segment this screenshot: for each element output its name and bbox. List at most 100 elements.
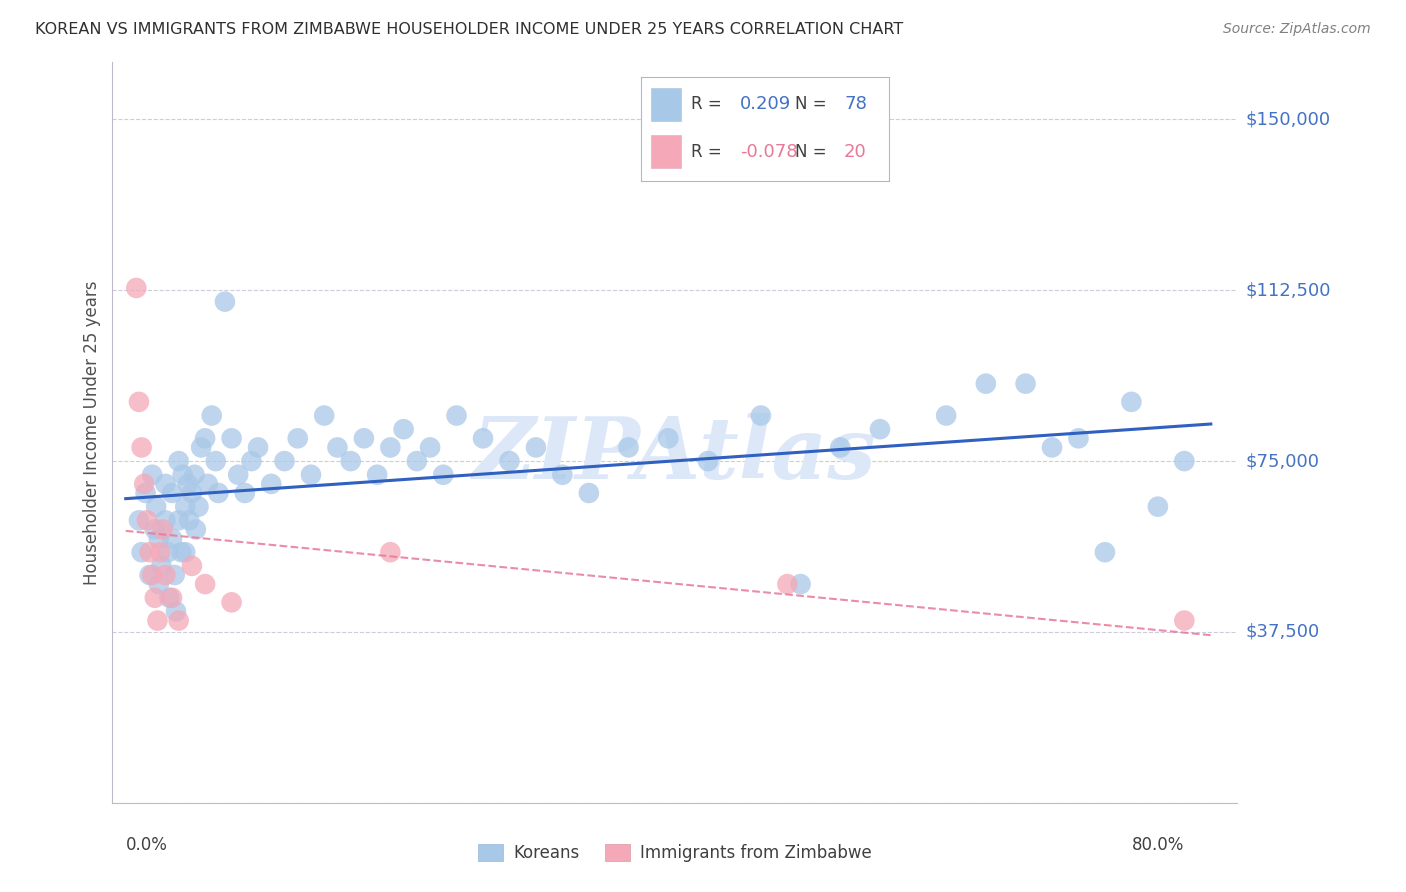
Point xyxy=(197,476,219,491)
Point xyxy=(1173,454,1195,468)
Point xyxy=(174,500,197,514)
Point xyxy=(194,431,217,445)
Point xyxy=(974,376,997,391)
Point xyxy=(180,558,202,573)
Point xyxy=(167,513,190,527)
Point xyxy=(221,595,243,609)
Point xyxy=(141,467,163,482)
Point xyxy=(152,523,174,537)
Point xyxy=(141,568,163,582)
Text: $37,500: $37,500 xyxy=(1246,623,1320,641)
Point xyxy=(498,454,520,468)
Point xyxy=(247,441,270,455)
Text: Source: ZipAtlas.com: Source: ZipAtlas.com xyxy=(1223,22,1371,37)
Point xyxy=(221,431,243,445)
Point xyxy=(551,467,574,482)
Point xyxy=(187,500,209,514)
Point xyxy=(128,395,150,409)
Point xyxy=(299,467,322,482)
Point xyxy=(135,486,157,500)
Point xyxy=(273,454,295,468)
Point xyxy=(138,545,160,559)
Point xyxy=(1040,441,1063,455)
Point xyxy=(776,577,799,591)
Point xyxy=(935,409,957,423)
Point xyxy=(233,486,256,500)
Point xyxy=(339,454,361,468)
Point xyxy=(146,614,169,628)
Point xyxy=(165,604,187,618)
Y-axis label: Householder Income Under 25 years: Householder Income Under 25 years xyxy=(83,280,101,585)
Point xyxy=(1121,395,1143,409)
Point xyxy=(314,409,336,423)
Point xyxy=(524,441,547,455)
Point xyxy=(148,577,170,591)
Point xyxy=(167,454,190,468)
Point xyxy=(179,513,201,527)
Point xyxy=(617,441,640,455)
Point xyxy=(157,591,180,605)
Point xyxy=(392,422,415,436)
Point xyxy=(240,454,263,468)
Point xyxy=(160,486,183,500)
Point xyxy=(145,500,167,514)
Point xyxy=(1067,431,1090,445)
Point xyxy=(148,532,170,546)
Point xyxy=(1094,545,1116,559)
Point xyxy=(201,409,224,423)
Point xyxy=(190,441,212,455)
Point xyxy=(326,441,349,455)
Point xyxy=(174,545,197,559)
Point xyxy=(138,568,160,582)
Point xyxy=(472,431,495,445)
Point xyxy=(1147,500,1170,514)
Point xyxy=(157,545,180,559)
Text: KOREAN VS IMMIGRANTS FROM ZIMBABWE HOUSEHOLDER INCOME UNDER 25 YEARS CORRELATION: KOREAN VS IMMIGRANTS FROM ZIMBABWE HOUSE… xyxy=(35,22,904,37)
Point xyxy=(830,441,852,455)
Point xyxy=(131,545,153,559)
Point xyxy=(184,523,207,537)
Point xyxy=(287,431,309,445)
Point xyxy=(183,467,205,482)
Point xyxy=(380,545,402,559)
Legend: Koreans, Immigrants from Zimbabwe: Koreans, Immigrants from Zimbabwe xyxy=(472,837,877,869)
Point xyxy=(155,476,177,491)
Point xyxy=(135,513,157,527)
Text: $150,000: $150,000 xyxy=(1246,111,1330,128)
Point xyxy=(749,409,772,423)
Text: $112,500: $112,500 xyxy=(1246,281,1331,299)
Point xyxy=(125,281,148,295)
Point xyxy=(155,568,177,582)
Point xyxy=(160,591,183,605)
Point xyxy=(657,431,679,445)
Point xyxy=(446,409,468,423)
Text: $75,000: $75,000 xyxy=(1246,452,1320,470)
Point xyxy=(150,558,173,573)
Text: ZIPAtlas: ZIPAtlas xyxy=(472,413,877,497)
Point xyxy=(143,591,166,605)
Point xyxy=(170,545,193,559)
Point xyxy=(163,568,186,582)
Point xyxy=(134,476,156,491)
Point xyxy=(172,467,194,482)
Point xyxy=(204,454,226,468)
Point xyxy=(380,441,402,455)
Point xyxy=(177,476,200,491)
Point xyxy=(366,467,388,482)
Point xyxy=(405,454,427,468)
Point xyxy=(167,614,190,628)
Point xyxy=(353,431,375,445)
Point xyxy=(155,513,177,527)
Point xyxy=(128,513,150,527)
Point xyxy=(214,294,236,309)
Point xyxy=(143,523,166,537)
Point xyxy=(789,577,811,591)
Text: 80.0%: 80.0% xyxy=(1132,836,1184,855)
Point xyxy=(1173,614,1195,628)
Point xyxy=(419,441,441,455)
Point xyxy=(194,577,217,591)
Point xyxy=(207,486,229,500)
Point xyxy=(160,532,183,546)
Point xyxy=(697,454,720,468)
Point xyxy=(869,422,891,436)
